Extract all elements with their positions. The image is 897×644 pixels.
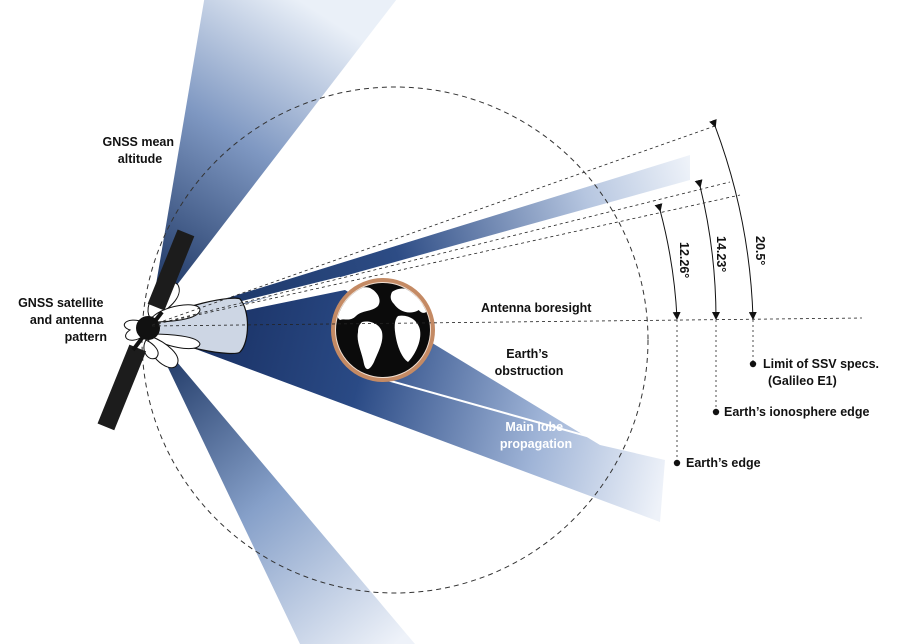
beam-boundary-lower	[379, 377, 666, 459]
side-lobe-beam-lower	[150, 330, 415, 644]
earth-edge-line	[151, 194, 741, 326]
main-lobe-beam-lower	[150, 290, 665, 522]
antenna-boresight-label: Antenna boresight	[481, 301, 592, 315]
main-lobe-label: Main lobe propagation	[500, 420, 572, 451]
main-lobe-beam-upper	[150, 155, 690, 330]
earth-icon	[331, 278, 435, 382]
angle-label-ssv-limit: 20.5°	[753, 236, 767, 265]
bullet-earth-edge	[673, 459, 681, 467]
antenna-side-lobes-icon	[123, 282, 201, 369]
angle-arc-earth-edge	[654, 203, 681, 320]
angle-arc-ionosphere	[694, 179, 720, 320]
angle-label-earth-edge: 12.26°	[677, 242, 691, 278]
angle-label-ionosphere: 14.23°	[714, 236, 728, 272]
angle-arc-ssv-limit	[709, 118, 757, 320]
gnss-satellite-icon	[97, 229, 195, 431]
gnss-altitude-label: GNSS mean altitude	[102, 135, 177, 166]
side-lobe-label: Side lobe propagation	[266, 414, 338, 445]
earth-obstruction-label: Earth’s obstruction	[495, 347, 564, 378]
antenna-boresight-line	[151, 317, 863, 327]
bullet-ionosphere	[712, 408, 720, 416]
side-lobe-beam-upper	[150, 0, 397, 320]
ssv-limit-label: Limit of SSV specs. (Galileo E1)	[763, 357, 883, 388]
ionosphere-edge-label: Earth’s ionosphere edge	[724, 405, 869, 419]
earth-edge-label: Earth’s edge	[686, 456, 761, 470]
satellite-label: GNSS satellite and antenna pattern	[18, 296, 107, 344]
bullet-ssv-limit	[749, 360, 757, 368]
